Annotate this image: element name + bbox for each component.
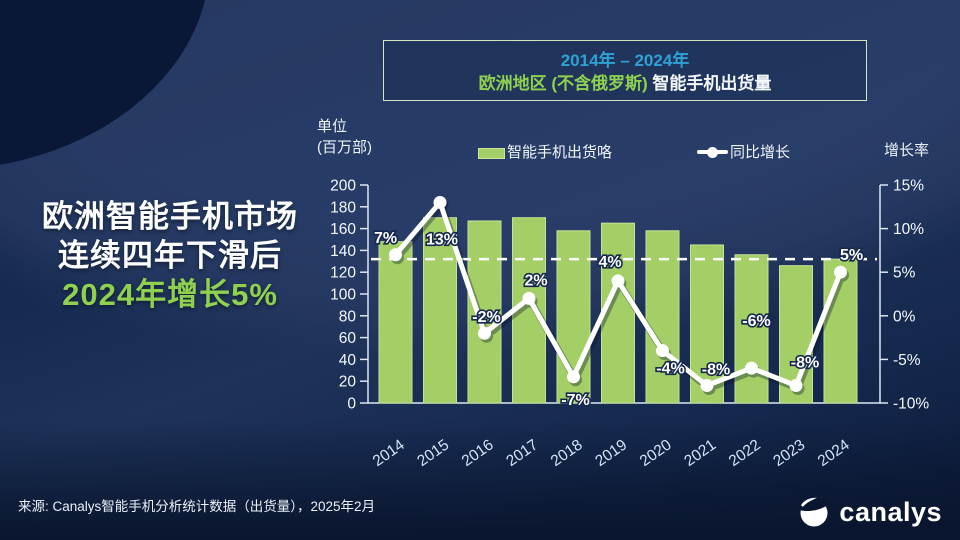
- left-tick-label: 20: [339, 374, 357, 391]
- growth-label-2021: -8%: [702, 362, 730, 379]
- growth-label-2015: 13%: [426, 231, 458, 248]
- x-label-2020: 2020: [637, 436, 675, 470]
- growth-point-shadow: [569, 373, 582, 387]
- bar-2015: [423, 217, 457, 404]
- growth-point-2018: [567, 370, 580, 384]
- growth-point-2021: [700, 379, 714, 393]
- left-axis-title-line1: 单位: [317, 118, 348, 135]
- bar-2021: [690, 244, 724, 404]
- growth-point-2015: [433, 195, 447, 209]
- growth-point-shadow: [391, 251, 404, 265]
- left-tick-label: 100: [330, 287, 356, 304]
- right-tick-label: -10%: [893, 396, 929, 413]
- legend-bar-swatch: [478, 148, 505, 159]
- left-axis-title-line2: (百万部): [317, 139, 372, 156]
- headline: 欧洲智能手机市场 连续四年下滑后 2024年增长5%: [14, 197, 326, 314]
- growth-label-2016: -2%: [472, 309, 500, 326]
- right-tick-label: 0%: [893, 308, 916, 325]
- headline-line1: 欧洲智能手机市场: [42, 199, 298, 234]
- bar-2018: [556, 230, 591, 404]
- bar-2014: [378, 241, 413, 404]
- growth-label-2022: -6%: [742, 313, 770, 330]
- canalys-logo-icon: [799, 497, 832, 527]
- right-tick-label: 5%: [893, 265, 916, 282]
- left-tick-label: 180: [330, 199, 356, 216]
- growth-label-2024: 5%: [840, 247, 863, 264]
- left-tick-label: 80: [339, 308, 357, 325]
- growth-point-2014: [389, 248, 402, 262]
- left-tick-label: 40: [339, 352, 357, 369]
- bar-2017: [512, 217, 546, 404]
- left-tick-label: 120: [330, 265, 356, 282]
- x-label-2021: 2021: [681, 436, 719, 470]
- chart-title-years: 2014年 – 2024年: [560, 51, 690, 70]
- right-tick-label: 10%: [893, 221, 924, 238]
- chart-title-region-white: 智能手机出货量: [652, 74, 772, 93]
- chart-title-region-green: 欧洲地区 (不含俄罗斯): [478, 74, 648, 93]
- bar-2022: [734, 254, 769, 404]
- growth-point-shadow: [524, 294, 538, 308]
- growth-point-2024: [834, 265, 847, 279]
- growth-label-2018: -7%: [561, 392, 589, 409]
- growth-point-shadow: [791, 382, 805, 396]
- x-label-2014: 2014: [370, 436, 408, 470]
- left-tick-label: 140: [330, 243, 356, 260]
- left-tick-label: 160: [330, 221, 356, 238]
- chart-title-region: 欧洲地区 (不含俄罗斯) 智能手机出货量: [384, 72, 866, 95]
- source-note: 来源: Canalys智能手机分析统计数据（出货量），2025年2月: [18, 499, 376, 514]
- background-corner-shade: [0, 0, 210, 170]
- growth-point-shadow: [658, 347, 671, 361]
- growth-point-shadow: [480, 329, 493, 343]
- canalys-logo: canalys: [798, 495, 942, 528]
- left-tick-label: 60: [339, 330, 357, 347]
- x-label-2017: 2017: [503, 436, 541, 470]
- growth-point-shadow: [747, 364, 760, 378]
- growth-point-2020: [656, 344, 669, 358]
- x-label-2015: 2015: [414, 436, 452, 470]
- growth-point-2023: [789, 379, 803, 393]
- growth-point-2022: [745, 361, 758, 375]
- x-label-2023: 2023: [770, 436, 808, 470]
- growth-point-shadow: [613, 277, 627, 291]
- growth-line-shadow-path: [394, 202, 846, 392]
- growth-label-2023: -8%: [791, 355, 819, 372]
- canalys-logo-text: canalys: [839, 496, 942, 527]
- x-label-2022: 2022: [726, 436, 764, 470]
- growth-point-shadow: [836, 268, 849, 282]
- legend-line-label: 同比增长: [730, 144, 791, 161]
- x-label-2016: 2016: [459, 436, 497, 470]
- growth-point-2016: [478, 326, 491, 340]
- growth-label-2020: -4%: [656, 361, 684, 378]
- left-axis-title: 单位 (百万部): [317, 116, 372, 158]
- headline-line2: 连续四年下滑后: [58, 238, 282, 273]
- growth-point-shadow: [435, 198, 449, 212]
- legend-bar-label: 智能手机出货咯: [507, 144, 613, 161]
- x-label-2019: 2019: [592, 436, 630, 470]
- headline-line3: 2024年增长5%: [62, 277, 278, 312]
- bar-2019: [601, 222, 635, 404]
- growth-label-2017: 2%: [524, 272, 547, 289]
- right-tick-label: 15%: [893, 178, 924, 195]
- growth-label-2019: 4%: [598, 254, 621, 271]
- growth-point-2019: [611, 274, 625, 288]
- bar-2023: [779, 265, 813, 404]
- bar-2016: [467, 220, 502, 404]
- growth-label-2014: 7%: [374, 230, 397, 247]
- x-label-2024: 2024: [815, 436, 853, 470]
- left-tick-label: 0: [347, 396, 356, 413]
- legend-line-marker: [697, 146, 728, 158]
- chart-title-box: 2014年 – 2024年 欧洲地区 (不含俄罗斯) 智能手机出货量: [383, 40, 867, 101]
- growth-point-2017: [522, 291, 536, 305]
- growth-line: [393, 199, 843, 389]
- bar-2024: [823, 258, 858, 404]
- right-tick-label: -5%: [893, 352, 921, 369]
- left-tick-label: 200: [330, 178, 356, 195]
- x-label-2018: 2018: [548, 436, 586, 470]
- legend-line-dot: [707, 146, 718, 158]
- right-axis-title: 增长率: [884, 142, 930, 159]
- bar-2020: [645, 230, 680, 404]
- growth-line-shadow: [391, 198, 849, 396]
- growth-point-shadow: [702, 382, 716, 396]
